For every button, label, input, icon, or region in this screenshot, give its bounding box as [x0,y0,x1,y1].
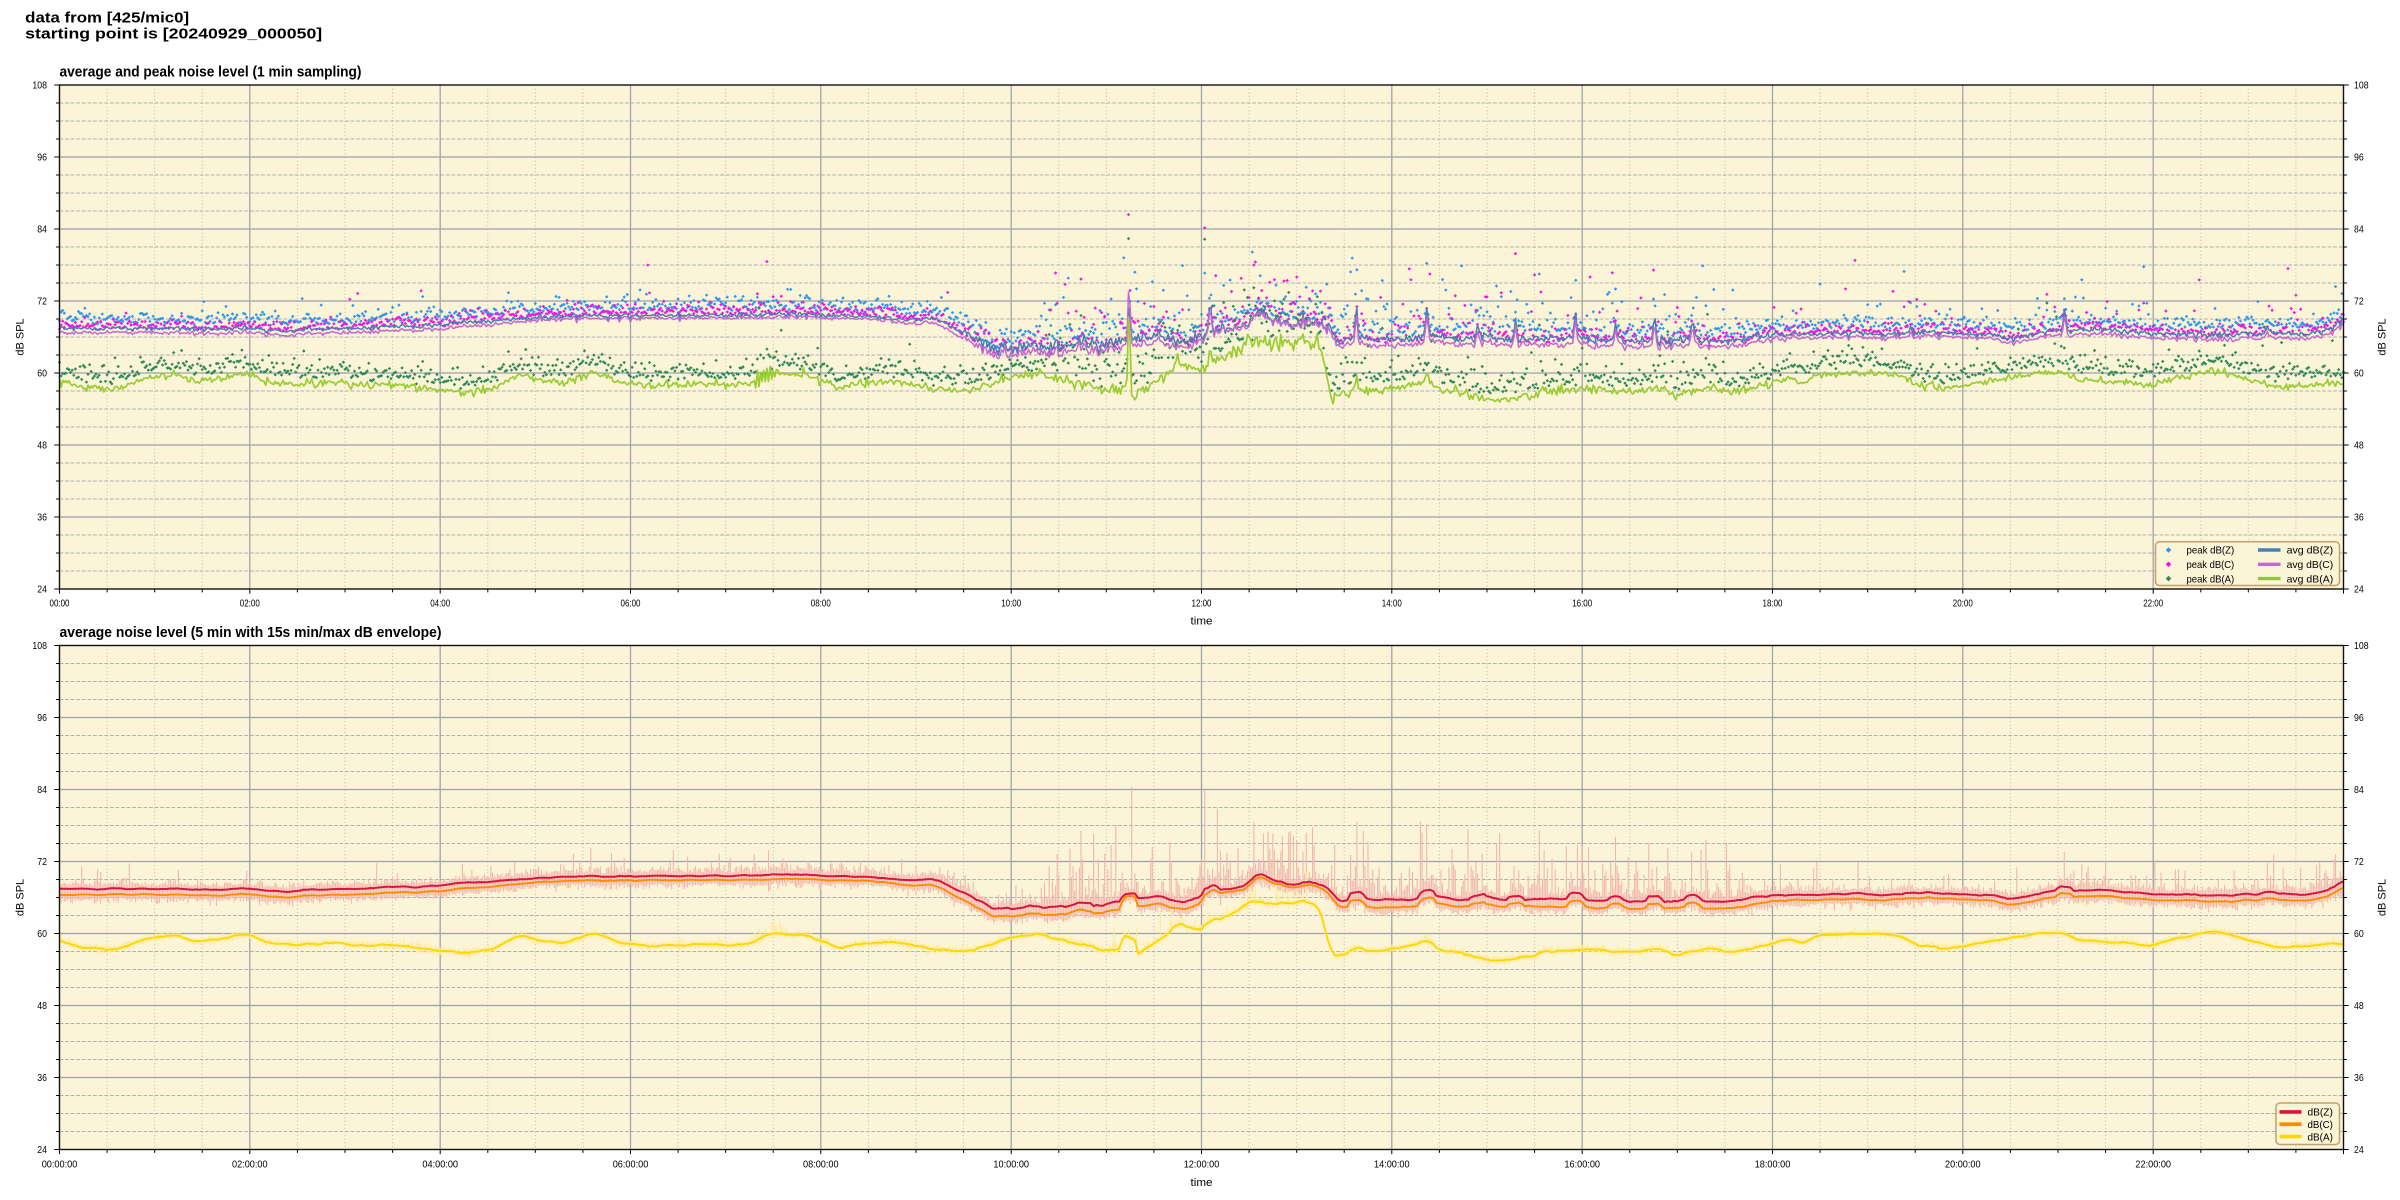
svg-text:average noise level (5 min wit: average noise level (5 min with 15s min/… [60,624,442,641]
svg-text:48: 48 [37,1000,47,1012]
svg-text:108: 108 [32,640,47,652]
svg-text:72: 72 [2354,296,2364,308]
svg-text:96: 96 [37,712,47,724]
svg-text:96: 96 [2354,152,2364,164]
svg-text:peak dB(Z): peak dB(Z) [2187,545,2235,557]
svg-text:60: 60 [2354,928,2364,940]
svg-text:36: 36 [2354,1072,2364,1084]
svg-text:84: 84 [37,224,47,236]
svg-text:dB(Z): dB(Z) [2308,1107,2333,1119]
svg-text:18:00: 18:00 [1763,598,1783,610]
svg-text:12:00: 12:00 [1192,598,1212,610]
svg-text:60: 60 [37,928,47,940]
svg-text:24: 24 [2354,584,2364,596]
svg-text:48: 48 [2354,1000,2364,1012]
svg-text:96: 96 [37,152,47,164]
svg-text:36: 36 [37,512,47,524]
svg-text:04:00:00: 04:00:00 [422,1159,458,1171]
svg-text:72: 72 [37,856,47,868]
svg-text:dB SPL: dB SPL [2377,318,2389,355]
svg-text:peak dB(C): peak dB(C) [2187,559,2235,571]
svg-text:18:00:00: 18:00:00 [1755,1159,1791,1171]
svg-text:dB SPL: dB SPL [15,879,27,916]
svg-text:24: 24 [2354,1144,2364,1156]
svg-text:96: 96 [2354,712,2364,724]
svg-text:dB(C): dB(C) [2308,1119,2333,1131]
svg-text:time: time [1191,1177,1213,1189]
svg-text:04:00: 04:00 [430,598,450,610]
svg-text:16:00:00: 16:00:00 [1564,1159,1600,1171]
svg-text:06:00: 06:00 [621,598,641,610]
svg-text:02:00: 02:00 [240,598,260,610]
svg-text:02:00:00: 02:00:00 [232,1159,268,1171]
svg-text:06:00:00: 06:00:00 [613,1159,649,1171]
svg-text:48: 48 [37,440,47,452]
svg-text:72: 72 [37,296,47,308]
svg-text:84: 84 [2354,784,2364,796]
svg-text:22:00:00: 22:00:00 [2135,1159,2171,1171]
svg-text:peak dB(A): peak dB(A) [2187,573,2235,585]
svg-text:time: time [1191,616,1213,628]
svg-text:average and peak noise level (: average and peak noise level (1 min samp… [60,64,362,81]
svg-text:60: 60 [37,368,47,380]
svg-text:48: 48 [2354,440,2364,452]
svg-text:00:00: 00:00 [50,598,70,610]
svg-text:16:00: 16:00 [1572,598,1592,610]
svg-text:00:00:00: 00:00:00 [42,1159,78,1171]
svg-text:08:00: 08:00 [811,598,831,610]
svg-text:108: 108 [2354,640,2369,652]
svg-text:avg dB(C): avg dB(C) [2287,559,2334,571]
svg-text:84: 84 [37,784,47,796]
svg-text:72: 72 [2354,856,2364,868]
svg-text:108: 108 [32,80,47,92]
svg-text:dB SPL: dB SPL [15,318,27,355]
svg-text:20:00:00: 20:00:00 [1945,1159,1981,1171]
svg-text:14:00:00: 14:00:00 [1374,1159,1410,1171]
svg-text:108: 108 [2354,80,2369,92]
svg-text:dB(A): dB(A) [2308,1131,2333,1143]
svg-text:08:00:00: 08:00:00 [803,1159,839,1171]
svg-text:10:00: 10:00 [1001,598,1021,610]
svg-text:60: 60 [2354,368,2364,380]
svg-text:starting point is [20240929_00: starting point is [20240929_000050] [25,27,322,43]
svg-text:24: 24 [37,584,47,596]
svg-text:avg dB(A): avg dB(A) [2287,573,2334,585]
svg-text:12:00:00: 12:00:00 [1184,1159,1220,1171]
svg-text:14:00: 14:00 [1382,598,1402,610]
svg-text:84: 84 [2354,224,2364,236]
svg-text:20:00: 20:00 [1953,598,1973,610]
svg-text:avg dB(Z): avg dB(Z) [2287,545,2334,557]
svg-text:22:00: 22:00 [2143,598,2163,610]
svg-text:10:00:00: 10:00:00 [993,1159,1029,1171]
svg-text:36: 36 [37,1072,47,1084]
svg-text:24: 24 [37,1144,47,1156]
svg-text:data from [425/mic0]: data from [425/mic0] [25,10,189,26]
svg-text:36: 36 [2354,512,2364,524]
svg-text:dB SPL: dB SPL [2377,879,2389,916]
